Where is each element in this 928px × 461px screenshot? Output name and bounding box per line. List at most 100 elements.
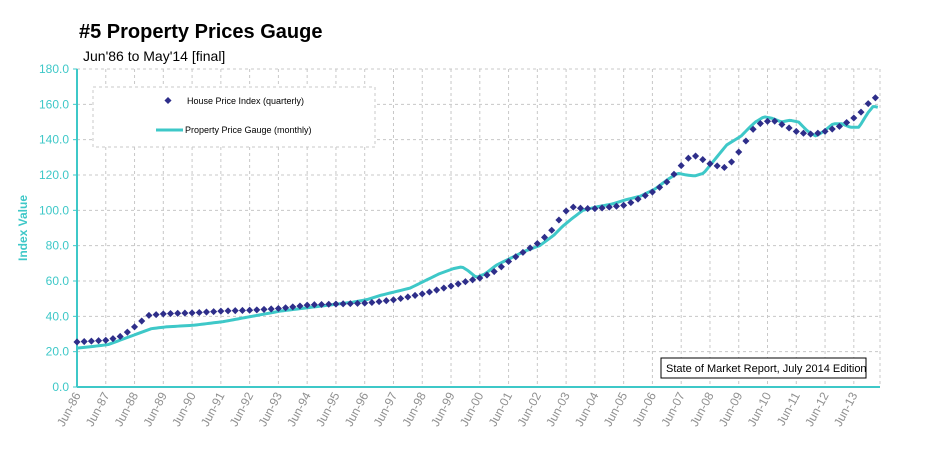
hpi-point: [296, 302, 304, 310]
hpi-point: [253, 306, 261, 314]
y-tick-label: 0.0: [52, 380, 69, 394]
hpi-point: [116, 332, 124, 341]
y-tick-label: 20.0: [46, 345, 70, 359]
x-tick-label: Jun-93: [255, 390, 285, 429]
legend-label-hpi: House Price Index (quarterly): [187, 96, 304, 106]
hpi-point: [152, 311, 160, 319]
hpi-point: [850, 114, 858, 122]
hpi-point: [670, 170, 678, 178]
x-tick-label: Jun-13: [831, 390, 861, 429]
hpi-point: [404, 293, 412, 301]
hpi-point: [512, 253, 520, 261]
x-tick-label: Jun-12: [802, 390, 832, 429]
hpi-point: [835, 122, 843, 130]
hpi-point: [397, 294, 405, 303]
x-tick-label: Jun-01: [486, 390, 516, 429]
x-tick-label: Jun-88: [112, 390, 142, 429]
x-tick-label: Jun-02: [514, 390, 544, 429]
hpi-point: [282, 304, 290, 312]
x-tick-label: Jun-86: [54, 390, 84, 429]
hpi-point: [131, 323, 139, 331]
x-tick-label: Jun-08: [687, 390, 717, 429]
y-tick-label: 180.0: [39, 62, 69, 76]
hpi-point: [871, 94, 879, 102]
hpi-point: [267, 305, 275, 313]
hpi-point: [87, 337, 95, 345]
hpi-point: [591, 205, 599, 213]
hpi-point: [246, 306, 254, 314]
hpi-point: [159, 310, 167, 318]
x-tick-label: Jun-09: [716, 390, 746, 429]
hpi-point: [562, 207, 570, 215]
hpi-point: [224, 307, 232, 315]
hpi-point: [843, 118, 851, 127]
hpi-point: [519, 248, 527, 256]
hpi-point: [469, 276, 477, 284]
hpi-point: [612, 202, 620, 210]
hpi-point: [677, 162, 685, 170]
hpi-point: [569, 203, 577, 211]
hpi-point: [864, 100, 872, 108]
hpi-point: [95, 337, 103, 345]
hpi-point: [505, 257, 513, 266]
x-tick-label: Jun-96: [342, 390, 372, 429]
hpi-point: [533, 240, 541, 248]
annotation-text: State of Market Report, July 2014 Editio…: [666, 363, 867, 375]
hpi-point: [742, 137, 750, 145]
hpi-point: [433, 286, 441, 294]
x-tick-label: Jun-92: [227, 390, 257, 429]
hpi-point: [555, 216, 563, 224]
hpi-point: [641, 192, 649, 200]
hpi-point: [375, 298, 383, 306]
hpi-point: [728, 158, 736, 166]
x-tick-label: Jun-06: [629, 390, 659, 429]
y-tick-label: 140.0: [39, 133, 69, 147]
hpi-point: [145, 311, 153, 319]
hpi-point: [274, 304, 282, 313]
annotation-frame: [660, 357, 867, 379]
y-tick-label: 120.0: [39, 168, 69, 182]
hpi-point: [174, 309, 182, 317]
x-tick-label: Jun-05: [601, 390, 631, 429]
hpi-point: [584, 205, 592, 213]
x-tick-label: Jun-03: [543, 390, 573, 429]
hpi-point: [217, 307, 225, 315]
x-tick-label: Jun-04: [572, 390, 602, 429]
hpi-point: [598, 204, 606, 212]
hpi-point: [73, 338, 81, 346]
hpi-point: [828, 125, 836, 133]
hpi-point: [353, 299, 362, 307]
hpi-point: [318, 300, 326, 309]
hpi-point: [123, 328, 131, 336]
hpi-point: [238, 306, 246, 314]
x-tick-label: Jun-98: [399, 390, 429, 429]
hpi-point: [454, 280, 462, 288]
hpi-point: [771, 117, 779, 125]
y-tick-label: 160.0: [39, 97, 69, 111]
hpi-point: [483, 271, 491, 279]
hpi-point: [425, 288, 433, 296]
hpi-point: [476, 274, 484, 282]
hpi-point: [109, 335, 117, 343]
hpi-point: [749, 125, 757, 133]
x-axis-ticks: Jun-86 Jun-87 Jun-88 Jun-89 Jun-90 Jun-91 Jun-…: [54, 390, 861, 429]
x-tick-label: Jun-00: [457, 390, 487, 429]
hpi-point: [389, 296, 398, 304]
hpi-point: [684, 154, 692, 162]
x-tick-label: Jun-95: [313, 390, 343, 429]
legend: House Price Index (quarterly) Property P…: [92, 86, 376, 148]
hpi-point: [289, 303, 297, 311]
series: [73, 94, 879, 350]
hpi-point: [188, 309, 196, 317]
hpi-point: [382, 297, 390, 305]
hpi-point: [181, 309, 189, 317]
hpi-point: [648, 188, 656, 196]
hpi-point: [792, 127, 800, 136]
hpi-point: [325, 300, 333, 308]
x-tick-label: Jun-07: [658, 390, 688, 429]
hpi-point: [576, 204, 585, 212]
y-axis-label: Index Value: [16, 195, 30, 261]
hpi-point: [461, 278, 469, 286]
hpi-point: [785, 124, 793, 132]
